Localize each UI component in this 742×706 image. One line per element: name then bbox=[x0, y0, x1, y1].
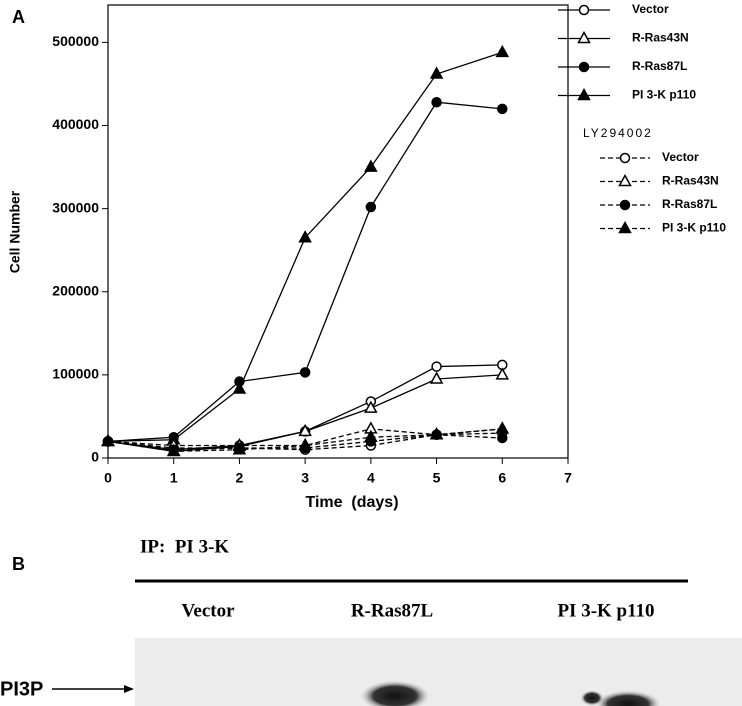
marker bbox=[429, 66, 444, 79]
marker bbox=[495, 44, 510, 58]
lane-label: Vector bbox=[181, 600, 235, 621]
marker bbox=[431, 361, 442, 372]
marker bbox=[232, 442, 247, 455]
legend-label: PI 3-K p110 bbox=[662, 221, 726, 235]
legend-marker bbox=[619, 199, 631, 211]
marker bbox=[166, 443, 181, 457]
marker bbox=[429, 427, 444, 440]
y-tick-label: 500000 bbox=[52, 33, 99, 49]
legend-label: Vector bbox=[632, 2, 669, 16]
x-axis-label: Time (days) bbox=[305, 494, 398, 511]
y-tick-label: 300000 bbox=[52, 199, 99, 215]
legend-label: R-Ras43N bbox=[662, 174, 719, 188]
marker bbox=[232, 381, 247, 394]
marker bbox=[298, 437, 312, 451]
legend-title: LY294002 bbox=[583, 126, 653, 140]
x-tick-label: 5 bbox=[433, 470, 441, 486]
y-axis-label: Cell Number bbox=[7, 190, 23, 273]
panel-label: A bbox=[12, 7, 25, 27]
marker bbox=[364, 400, 378, 413]
x-tick-label: 7 bbox=[564, 470, 572, 486]
plot-frame bbox=[107, 4, 569, 459]
marker bbox=[497, 432, 508, 444]
legend-marker bbox=[577, 87, 591, 101]
marker bbox=[365, 201, 377, 213]
marker bbox=[101, 433, 115, 447]
legend-label: Vector bbox=[662, 150, 699, 164]
y-tick-label: 0 bbox=[91, 449, 99, 465]
legend: Vector R-Ras43N R-Ras87L PI 3-K p110 LY29400… bbox=[558, 2, 726, 235]
series-line bbox=[107, 101, 503, 443]
marker bbox=[495, 421, 510, 434]
legend-label: R-Ras87L bbox=[662, 197, 717, 211]
legend-label: R-Ras43N bbox=[632, 31, 689, 45]
panel-label: B bbox=[12, 554, 25, 574]
marker bbox=[364, 159, 378, 172]
marker bbox=[364, 429, 378, 442]
series-line bbox=[107, 51, 503, 443]
x-tick-label: 2 bbox=[236, 470, 244, 486]
marker bbox=[431, 96, 442, 108]
arrow-head bbox=[124, 685, 134, 693]
legend-marker bbox=[618, 173, 632, 187]
legend-marker bbox=[618, 220, 632, 234]
marker bbox=[299, 367, 311, 378]
x-tick-label: 6 bbox=[498, 470, 506, 486]
legend-label: R-Ras87L bbox=[632, 59, 687, 73]
legend-marker bbox=[578, 4, 590, 16]
band-label: PI3P bbox=[0, 678, 43, 700]
blot-spot bbox=[580, 690, 604, 706]
marker bbox=[298, 423, 312, 437]
legend-marker bbox=[577, 30, 591, 44]
marker bbox=[497, 103, 508, 115]
lane-label: PI 3-K p110 bbox=[557, 600, 654, 621]
legend-label: PI 3-K p110 bbox=[632, 88, 696, 102]
legend-marker bbox=[619, 152, 631, 164]
x-tick-label: 0 bbox=[104, 470, 112, 486]
marker bbox=[298, 230, 312, 243]
x-tick-label: 3 bbox=[301, 470, 309, 486]
blot-spot bbox=[594, 690, 662, 706]
legend-marker bbox=[578, 61, 590, 73]
x-tick-label: 4 bbox=[367, 470, 375, 486]
lane-label: R-Ras87L bbox=[351, 600, 433, 621]
marker bbox=[429, 371, 444, 384]
blot-spot bbox=[359, 680, 431, 706]
y-tick-label: 200000 bbox=[52, 282, 99, 298]
y-tick-label: 100000 bbox=[52, 366, 99, 382]
y-tick-label: 400000 bbox=[52, 116, 99, 132]
plot: 0 100000 200000 300000 400000 500000 0 1 2 3 4 5 6 7 bbox=[52, 4, 572, 486]
marker bbox=[495, 367, 510, 380]
ip-label: IP: PI 3-K bbox=[140, 536, 229, 557]
x-tick-label: 1 bbox=[170, 470, 178, 486]
